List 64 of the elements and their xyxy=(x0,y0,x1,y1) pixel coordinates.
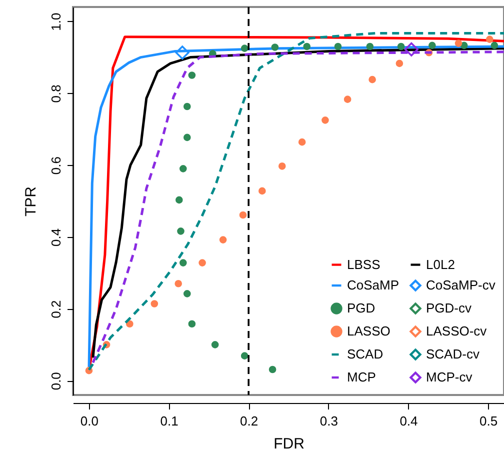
x-tick-label: 0.4 xyxy=(400,414,418,428)
point xyxy=(368,76,376,84)
legend-label: CoSaMP xyxy=(347,278,400,292)
point xyxy=(397,42,405,50)
legend-label: LBSS xyxy=(347,256,381,272)
point xyxy=(239,211,247,219)
x-tick-label: 0.1 xyxy=(160,414,178,428)
point xyxy=(211,341,219,348)
point xyxy=(183,102,191,110)
point xyxy=(188,72,196,79)
y-tick-label: 0.0 xyxy=(48,372,64,390)
legend-label: CoSaMP-cv xyxy=(426,278,496,292)
x-tick-label: 0.3 xyxy=(320,414,338,428)
point xyxy=(183,290,191,298)
y-tick-label: 0.6 xyxy=(48,156,64,175)
point xyxy=(126,320,134,328)
point xyxy=(198,259,206,266)
point xyxy=(278,162,286,170)
legend-label: L0L2 xyxy=(426,256,455,272)
x-tick-label: 0.5 xyxy=(480,414,498,428)
point xyxy=(344,96,352,103)
y-tick-label: 1.0 xyxy=(48,12,64,31)
legend-label: MCP-cv xyxy=(426,370,473,384)
point xyxy=(258,187,266,195)
point xyxy=(454,40,462,47)
point xyxy=(271,44,279,51)
point xyxy=(183,134,191,142)
point xyxy=(175,46,190,60)
y-axis-title: TPR xyxy=(22,186,40,216)
point xyxy=(240,44,248,52)
point xyxy=(322,116,329,124)
point xyxy=(334,42,342,50)
point xyxy=(490,42,498,50)
point xyxy=(396,60,404,68)
legend-label: SCAD-cv xyxy=(426,346,480,362)
legend-label: PGD-cv xyxy=(426,300,472,316)
point xyxy=(303,42,311,50)
x-tick-label: 0.2 xyxy=(240,414,258,428)
point xyxy=(404,42,418,56)
legend-label: SCAD xyxy=(347,346,384,362)
legend-label: PGD xyxy=(347,300,376,316)
y-tick-label: 0.4 xyxy=(48,228,64,246)
y-tick-label: 0.2 xyxy=(48,300,64,318)
point xyxy=(268,366,276,374)
y-tick-label: 0.8 xyxy=(48,84,64,103)
point xyxy=(174,280,182,288)
legend-label: LASSO xyxy=(347,324,390,338)
point xyxy=(150,300,158,308)
x-tick-label: 0.0 xyxy=(80,414,98,428)
legend-label: LASSO-cv xyxy=(426,324,488,338)
point xyxy=(179,165,187,172)
point xyxy=(428,42,436,50)
legend-label: MCP xyxy=(347,370,376,384)
point xyxy=(177,228,184,235)
point xyxy=(175,196,183,204)
point xyxy=(219,236,227,244)
point xyxy=(486,36,494,43)
point xyxy=(240,352,248,360)
point xyxy=(298,138,306,146)
x-axis-title: FDR xyxy=(274,436,305,452)
point xyxy=(188,320,196,328)
point xyxy=(366,42,374,50)
point xyxy=(179,259,187,266)
point xyxy=(460,42,468,50)
